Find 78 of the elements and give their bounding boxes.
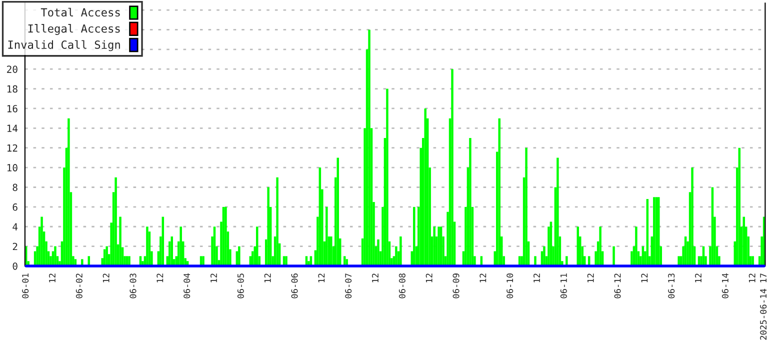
y-tick-label: 4 [12,223,18,230]
bar [326,206,328,266]
x-tick-label: 12 [372,274,378,282]
y-tick-label: 0 [12,262,18,270]
bar [556,158,559,266]
x-tick-label: 12 [426,274,432,282]
x-tick-label: 12 [264,274,271,282]
x-tick-label: 12 [480,274,486,282]
bar [114,177,117,266]
legend-label: Invalid Call Sign [8,40,120,52]
x-tick-label: 06-11 [560,274,567,298]
bar [691,168,694,266]
bar [438,226,440,266]
x-tick-label: 06-06 [291,274,298,298]
y-tick-label: 8 [12,184,18,192]
x-tick-label: 12 [641,274,648,282]
x-tick-label: 12 [534,274,540,282]
y-tick-label: 12 [7,144,18,152]
bar [146,226,148,266]
x-tick-label: 12 [748,274,756,282]
x-tick-label: 06-09 [452,274,460,298]
bar [433,226,436,266]
bar [469,138,472,266]
bar [395,246,398,266]
x-tick-label: 06-04 [184,273,190,298]
bar [599,226,602,266]
bar [386,88,388,266]
x-tick-label: 06-02 [76,274,82,298]
x-tick-label: 06-05 [237,274,244,298]
x-tick-label: 2025-06-14 17 [760,274,767,340]
y-tick-label: 20 [7,66,18,73]
bar [267,187,270,266]
y-tick-label: 16 [7,104,18,112]
bar [330,236,332,266]
x-tick-label: 06-01 [22,274,29,298]
bar [400,236,402,266]
bar [377,239,380,266]
y-tick-label: 14 [7,124,18,132]
bar [543,246,546,266]
x-tick-label: 12 [695,274,702,282]
bar [451,69,454,266]
bar [238,246,240,266]
bar [635,226,638,266]
bar [224,206,227,266]
bar [368,30,370,266]
x-tick-label: 06-08 [398,273,406,298]
legend-label: Total Access [40,8,120,17]
bar [742,216,745,266]
x-tick-label: 12 [587,274,594,282]
x-tick-label: 12 [49,274,56,282]
x-tick-label: 06-12 [614,274,621,298]
y-tick-label: 2 [12,242,18,250]
x-tick-label: 12 [156,274,164,282]
legend-label: Illegal Access [28,24,120,35]
x-tick-label: 06-13 [668,274,675,298]
bar [424,108,426,266]
x-tick-label: 06-07 [345,274,352,298]
bar [612,246,615,266]
x-tick-label: 12 [210,274,217,282]
bar [54,246,56,266]
bar [276,177,278,266]
bar [525,148,528,266]
x-tick-label: 06-03 [130,274,136,298]
bar [413,206,416,266]
bar [119,216,122,266]
bar [336,158,339,266]
x-tick-label: 12 [318,274,325,282]
x-tick-label: 06-10 [506,274,514,298]
bar [40,216,43,266]
x-tick-label: 06-14 [722,273,728,298]
bar [106,246,108,266]
bar [68,118,70,266]
y-tick-label: 6 [12,203,18,211]
x-tick-label: 12 [102,274,110,282]
y-tick-label: 18 [7,85,18,93]
y-tick-label: 10 [7,164,18,172]
bar [658,197,660,266]
bar [180,226,182,266]
